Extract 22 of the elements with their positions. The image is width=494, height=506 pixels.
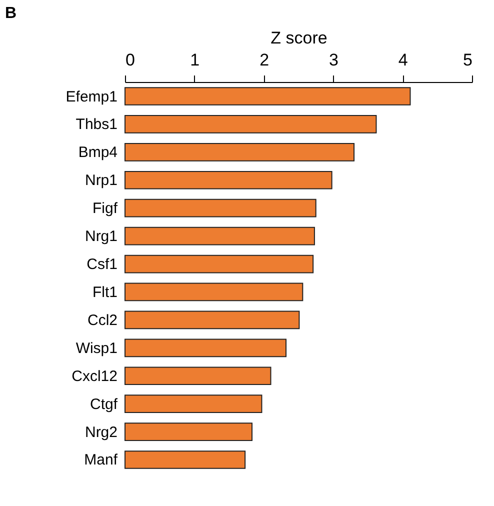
y-tick-label: Flt1	[92, 284, 118, 301]
y-tick-label: Figf	[92, 200, 118, 218]
y-tick-label: Nrg1	[84, 228, 118, 246]
x-tick-label: 2	[260, 50, 270, 70]
y-tick-label: Nrg2	[84, 424, 118, 441]
x-tick-label: 3	[328, 50, 338, 70]
x-tick-label: 1	[190, 50, 200, 70]
y-tick-label: Ccl2	[87, 312, 118, 329]
x-tick-label: 5	[463, 50, 472, 70]
y-tick-label: Csf1	[86, 256, 118, 274]
y-tick-label: Nrp1	[84, 172, 118, 190]
y-tick-label: Ctgf	[90, 396, 118, 413]
y-tick-label: Cxcl12	[72, 368, 118, 385]
chart-title: B	[5, 5, 17, 22]
x-tick-label: 4	[398, 50, 408, 70]
x-axis-title: Z score	[270, 28, 328, 48]
x-tick-label: 0	[126, 50, 135, 70]
y-tick-label: Thbs1	[76, 116, 118, 134]
y-tick-label: Manf	[84, 452, 118, 469]
y-tick-label: Wisp1	[76, 340, 118, 357]
y-tick-label: Bmp4	[78, 144, 118, 162]
y-tick-label: Efemp1	[66, 88, 118, 106]
